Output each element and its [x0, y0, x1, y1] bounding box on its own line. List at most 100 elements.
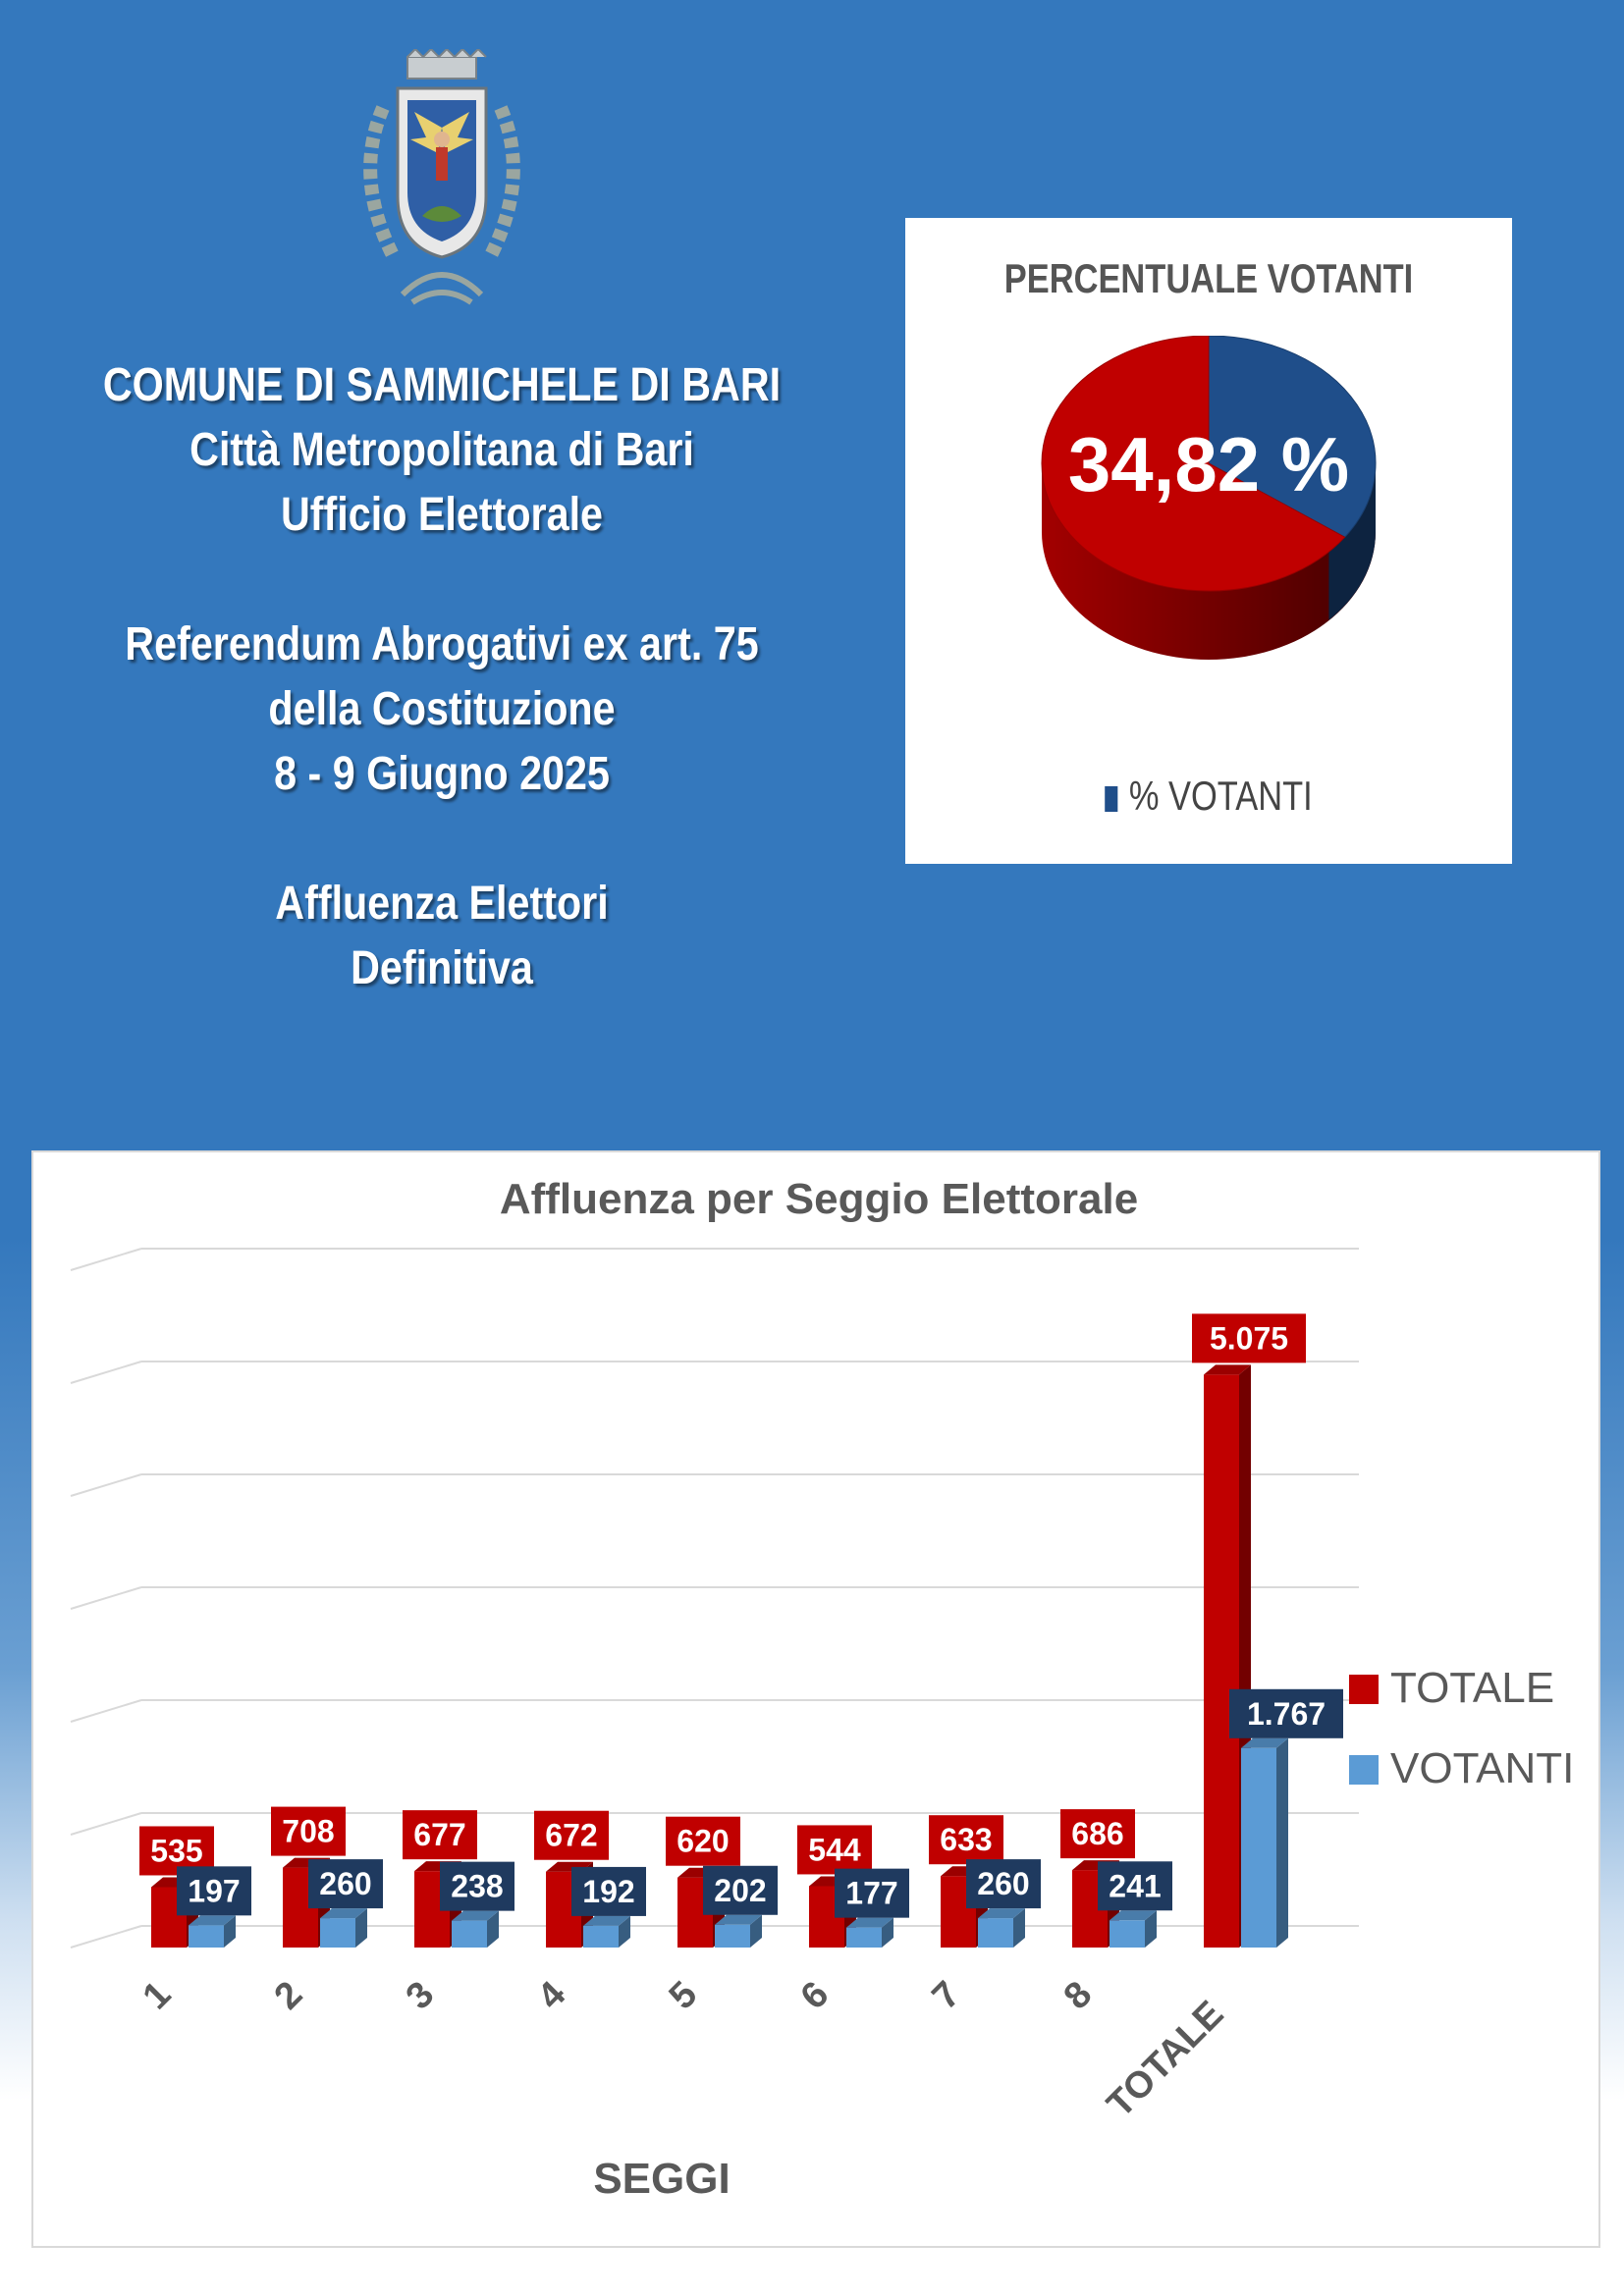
bar-top [452, 1910, 499, 1921]
pie-legend: % VOTANTI [960, 773, 1458, 820]
bar-label-bg [835, 1868, 909, 1918]
bar-label-bg [797, 1825, 872, 1875]
bar-label-bg [177, 1866, 251, 1916]
bar-label-bg [703, 1865, 778, 1915]
bar-side [619, 1915, 630, 1948]
bar-label-bg [1192, 1313, 1306, 1363]
bar-data-label-votanti: 260 [319, 1866, 371, 1901]
bar-data-label-totale: 5.075 [1210, 1320, 1288, 1356]
bar-side [1013, 1908, 1025, 1948]
pie-chart-title: PERCENTUALE VOTANTI [1003, 255, 1414, 301]
header-text: COMUNE DI SAMMICHELE DI BARI Città Metro… [95, 353, 787, 1001]
bar-votanti-8 [1110, 1920, 1145, 1948]
bar-label-bg [440, 1861, 514, 1911]
bar-label-bg [271, 1806, 346, 1856]
gridline-depth [70, 1473, 142, 1497]
x-tick-label: 6 [793, 1974, 838, 2018]
referendum-subtitle: della Costituzione [268, 683, 616, 735]
legend-label: VOTANTI [1390, 1744, 1574, 1792]
bar-top [715, 1914, 762, 1925]
bar-top [320, 1908, 367, 1919]
gridline-depth [70, 1925, 142, 1949]
gridline-depth [70, 1586, 142, 1610]
legend-swatch [1349, 1675, 1379, 1704]
bar-chart-panel: Affluenza per Seggio Elettorale 535 197 1 70… [31, 1150, 1600, 2248]
turnout-title: Affluenza Elettori [275, 878, 609, 930]
bar-top [1110, 1910, 1157, 1921]
bar-side [1145, 1910, 1157, 1948]
bar-data-label-votanti: 192 [582, 1874, 634, 1909]
bar-data-label-votanti: 197 [188, 1873, 240, 1908]
bar-data-label-totale: 672 [545, 1818, 597, 1853]
bar-votanti-5 [715, 1924, 750, 1948]
bar-votanti-2 [320, 1918, 355, 1948]
municipality-name: COMUNE DI SAMMICHELE DI BARI [102, 359, 782, 411]
bar-label-bg [929, 1815, 1003, 1865]
bar-label-bg [403, 1810, 477, 1860]
bar-chart-title: Affluenza per Seggio Elettorale [500, 1175, 1138, 1223]
bar-top [583, 1915, 630, 1926]
bar-data-label-votanti: 260 [977, 1866, 1029, 1901]
bar-data-label-votanti: 1.767 [1247, 1696, 1326, 1732]
bar-votanti-1 [189, 1925, 224, 1948]
x-tick-label: 3 [399, 1974, 443, 2018]
bar-top [978, 1908, 1025, 1919]
bar-label-bg [1229, 1688, 1343, 1738]
pie-legend-swatch [1105, 786, 1118, 812]
referendum-date: 8 - 9 Giugno 2025 [274, 748, 610, 800]
metropolitan-city: Città Metropolitana di Bari [189, 424, 694, 476]
bar-side [1276, 1737, 1288, 1948]
bar-top [846, 1917, 893, 1928]
x-axis-label: SEGGI [593, 2155, 730, 2203]
bar-votanti-7 [978, 1918, 1013, 1948]
pie-chart-panel: PERCENTUALE VOTANTI 34,82 % % VOTANTI [905, 218, 1512, 864]
gridline-depth [70, 1248, 142, 1271]
x-tick-label: 7 [925, 1974, 969, 2018]
bar-data-label-totale: 633 [940, 1822, 992, 1857]
pie-chart: 34,82 % [1041, 336, 1377, 660]
bar-side [882, 1917, 893, 1948]
x-tick-label: TOTALE [1100, 1994, 1232, 2126]
bar-data-label-votanti: 238 [451, 1869, 503, 1904]
bar-label-bg [966, 1859, 1041, 1909]
bar-data-label-totale: 544 [808, 1832, 861, 1867]
bar-data-label-totale: 708 [282, 1814, 334, 1849]
pie-slice-0 [1208, 336, 1377, 538]
bar-data-label-votanti: 177 [845, 1876, 897, 1911]
bar-data-label-totale: 677 [413, 1817, 465, 1852]
bar-side [355, 1908, 367, 1948]
bar-label-bg [308, 1859, 383, 1909]
bar-votanti-totale [1241, 1747, 1276, 1948]
bar-label-bg [534, 1810, 609, 1860]
crest-icon [363, 49, 520, 305]
x-tick-label: 4 [530, 1974, 574, 2018]
x-tick-label: 8 [1056, 1974, 1101, 2018]
bar-votanti-4 [583, 1925, 619, 1948]
bar-data-label-totale: 686 [1071, 1816, 1123, 1851]
pie-side-1 [1042, 463, 1376, 660]
bar-top [1241, 1737, 1288, 1748]
bar-data-label-votanti: 202 [714, 1873, 766, 1908]
pie-legend-label: % VOTANTI [1128, 773, 1313, 819]
bar-top [189, 1915, 236, 1926]
bar-side [750, 1914, 762, 1948]
bar-label-bg [1098, 1861, 1172, 1911]
bar-label-bg [1060, 1809, 1135, 1859]
bar-label-bg [666, 1816, 740, 1866]
legend-label: TOTALE [1390, 1664, 1554, 1712]
bar-chart: Affluenza per Seggio Elettorale 535 197 1 70… [70, 1175, 1574, 2203]
x-tick-label: 2 [267, 1974, 311, 2018]
bar-label-bg [571, 1866, 646, 1916]
bar-data-label-totale: 535 [150, 1833, 202, 1868]
turnout-status: Definitiva [351, 942, 533, 994]
x-tick-label: 1 [135, 1974, 180, 2018]
bar-top [1204, 1364, 1251, 1375]
referendum-title: Referendum Abrogativi ex art. 75 [125, 618, 759, 670]
bar-side [487, 1910, 499, 1948]
legend-swatch [1349, 1755, 1379, 1785]
gridline-depth [70, 1699, 142, 1723]
bar-totale-totale [1204, 1374, 1239, 1948]
x-tick-label: 5 [662, 1974, 706, 2018]
bar-votanti-6 [846, 1927, 882, 1948]
pie-slice-1 [1041, 336, 1346, 592]
